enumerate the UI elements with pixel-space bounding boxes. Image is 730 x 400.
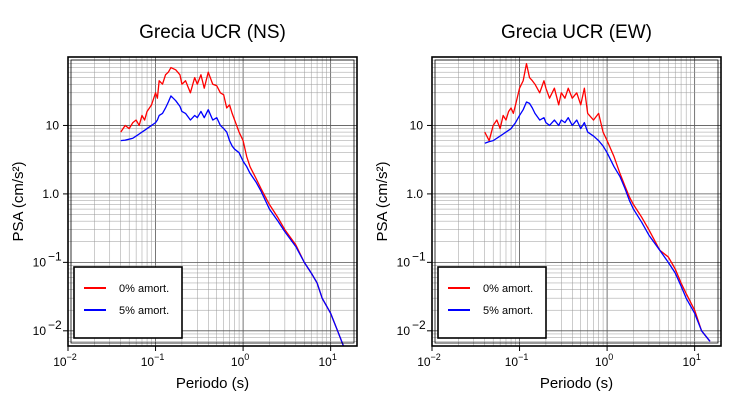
y-tick-label: 1.0 xyxy=(406,187,423,201)
tick-exponent: 0 xyxy=(608,352,613,362)
tick-exponent: −1 xyxy=(154,352,164,362)
chart-title: Grecia UCR (NS) xyxy=(139,22,286,43)
y-tick-label: 10 xyxy=(397,255,411,269)
grid xyxy=(431,56,722,347)
plot-frame-inner xyxy=(70,59,355,344)
tick-mantissa: 10 xyxy=(397,255,411,269)
y-tick-label: 1.0 xyxy=(42,187,59,201)
tick-mantissa: 10 xyxy=(53,355,67,369)
tick-exponent: −2 xyxy=(412,318,426,332)
tick-mantissa: 10 xyxy=(33,324,47,338)
x-axis-label: Periodo (s) xyxy=(540,375,613,392)
legend-box xyxy=(437,266,547,339)
tick-exponent: −2 xyxy=(431,352,441,362)
y-tick-label: 10 xyxy=(33,255,47,269)
tick-mantissa: 10 xyxy=(682,355,696,369)
chart-title: Grecia UCR (EW) xyxy=(501,22,652,43)
plot-frame xyxy=(431,56,722,347)
y-tick-label: 10 xyxy=(33,324,47,338)
tick-mantissa: 10 xyxy=(505,355,519,369)
tick-mantissa: 10 xyxy=(318,355,332,369)
legend-label: 5% amort. xyxy=(483,305,533,317)
tick-exponent: −2 xyxy=(48,318,62,332)
y-tick-label: 10 xyxy=(410,118,424,132)
series-line-damping-5 xyxy=(120,95,345,347)
x-tick-label: 10−2 xyxy=(53,352,77,369)
y-tick-label: 10 xyxy=(46,118,60,132)
legend-label: 0% amort. xyxy=(119,283,169,295)
grid xyxy=(67,56,358,347)
x-tick-label: 10−2 xyxy=(417,352,441,369)
tick-exponent: −1 xyxy=(48,249,62,263)
y-axis-label: PSA (cm/s²) xyxy=(10,161,27,241)
x-tick-label: 101 xyxy=(682,352,700,369)
x-tick-label: 10−1 xyxy=(505,352,529,369)
legend-box xyxy=(73,266,183,339)
series-line-damping-5 xyxy=(484,101,711,342)
y-axis-label: PSA (cm/s²) xyxy=(374,161,391,241)
legend-label: 5% amort. xyxy=(119,305,169,317)
tick-exponent: 1 xyxy=(696,352,701,362)
x-tick-label: 10−1 xyxy=(141,352,165,369)
x-tick-label: 100 xyxy=(231,352,249,369)
tick-mantissa: 10 xyxy=(417,355,431,369)
series-line-damping-0 xyxy=(484,62,711,342)
y-tick-label: 10 xyxy=(397,324,411,338)
x-axis-label: Periodo (s) xyxy=(176,375,249,392)
tick-mantissa: 10 xyxy=(33,255,47,269)
plot-frame xyxy=(67,56,358,347)
tick-exponent: −2 xyxy=(67,352,77,362)
tick-mantissa: 10 xyxy=(231,355,245,369)
x-tick-label: 100 xyxy=(595,352,613,369)
plot-frame-inner xyxy=(434,59,719,344)
tick-exponent: −1 xyxy=(412,249,426,263)
tick-exponent: 1 xyxy=(332,352,337,362)
tick-mantissa: 10 xyxy=(397,324,411,338)
tick-mantissa: 10 xyxy=(141,355,155,369)
legend: 0% amort. 5% amort. xyxy=(437,266,547,339)
legend-label: 0% amort. xyxy=(483,283,533,295)
tick-mantissa: 10 xyxy=(595,355,609,369)
legend: 0% amort. 5% amort. xyxy=(73,266,183,339)
series-line-damping-0 xyxy=(120,66,345,347)
tick-exponent: −1 xyxy=(518,352,528,362)
tick-exponent: 0 xyxy=(244,352,249,362)
x-tick-label: 101 xyxy=(318,352,336,369)
